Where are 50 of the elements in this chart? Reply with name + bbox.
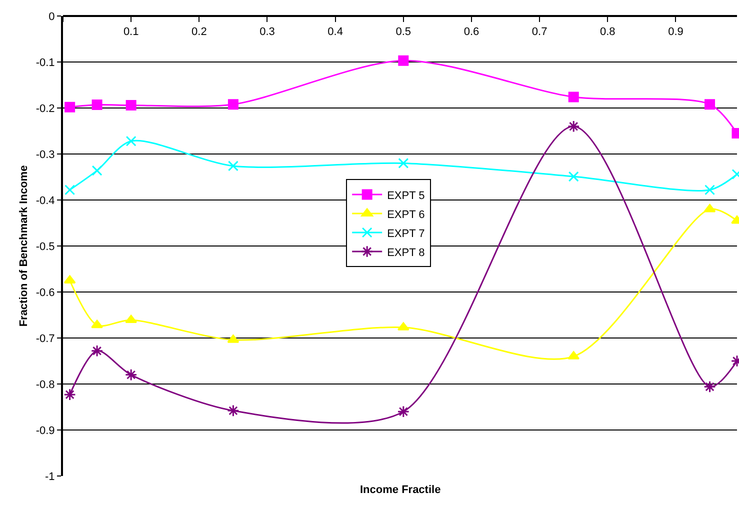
point xyxy=(124,368,138,381)
y-tick-label: -0.2 xyxy=(36,102,55,115)
point xyxy=(704,380,716,393)
legend-label: EXPT 6 xyxy=(387,208,425,221)
point xyxy=(398,158,409,168)
point xyxy=(704,99,716,110)
point xyxy=(64,388,76,401)
x-tick-label: 0.3 xyxy=(260,26,275,38)
y-tick-label: -0.7 xyxy=(36,332,55,345)
y-tick-label: -1 xyxy=(45,470,55,483)
point xyxy=(92,100,102,110)
point xyxy=(91,320,103,328)
y-tick-label: -0.9 xyxy=(36,424,55,437)
x-tick-label: 0.5 xyxy=(396,26,412,38)
y-tick-label: 0 xyxy=(48,10,55,23)
point xyxy=(397,405,410,418)
x-tick-label: 0.9 xyxy=(668,26,684,38)
point xyxy=(126,136,136,146)
y-tick-label: -0.3 xyxy=(36,148,55,161)
y-tick-label: -0.8 xyxy=(36,378,55,391)
point xyxy=(228,99,238,110)
x-tick-label: 0.1 xyxy=(123,26,139,38)
point xyxy=(398,55,409,66)
point xyxy=(568,92,579,102)
point xyxy=(64,184,76,196)
x-tick-label: 0.7 xyxy=(532,26,548,38)
point xyxy=(704,184,716,196)
legend-label: EXPT 5 xyxy=(387,190,425,202)
point xyxy=(704,204,716,212)
point xyxy=(227,404,240,417)
point xyxy=(567,120,580,133)
point xyxy=(90,344,104,358)
point xyxy=(126,100,136,110)
y-tick-label: -0.1 xyxy=(36,56,55,69)
y-tick-label: -0.4 xyxy=(36,194,55,207)
x-tick-label: 0.2 xyxy=(192,26,207,38)
x-tick-label: 0.4 xyxy=(328,26,343,38)
y-tick-label: -0.6 xyxy=(36,286,55,299)
point xyxy=(125,314,138,324)
y-axis-title: Fraction of Benchmark Income xyxy=(18,165,30,327)
point xyxy=(64,102,76,112)
x-tick-label: 0.6 xyxy=(464,26,480,38)
legend-label: EXPT 7 xyxy=(387,228,425,240)
x-tick-label: 0.8 xyxy=(600,26,616,38)
point xyxy=(228,160,238,172)
point xyxy=(92,165,102,176)
legend-label: EXPT 8 xyxy=(387,246,425,259)
y-tick-label: -0.5 xyxy=(36,240,55,253)
x-axis-title: Income Fractile xyxy=(360,484,441,496)
point xyxy=(568,171,579,182)
